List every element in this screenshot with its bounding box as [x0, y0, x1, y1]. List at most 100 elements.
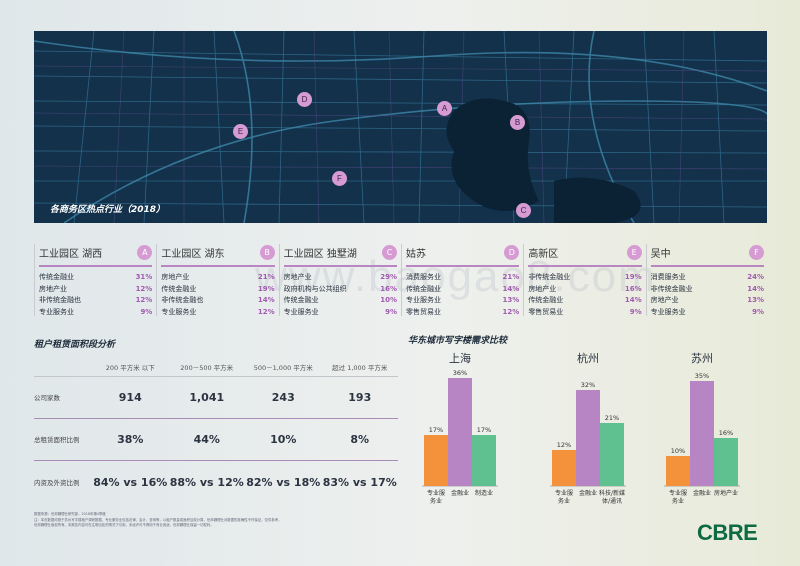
industry-label: 房地产业 — [650, 296, 679, 304]
zone-row: 专业服务业 12% — [161, 307, 274, 319]
pin-d[interactable]: D — [297, 92, 312, 107]
pin-a[interactable]: A — [437, 101, 452, 116]
zone-badge: B — [259, 245, 275, 260]
table-row: 总租赁面积比例 38% 44% 10% 8% — [34, 418, 398, 460]
category-label: 专业服务业 — [555, 489, 573, 505]
bar — [472, 435, 496, 486]
city-label: 上海 — [449, 351, 471, 365]
zone-badge: F — [748, 245, 764, 260]
zone-row: 专业服务业 9% — [39, 307, 152, 319]
industry-pct: 12% — [135, 296, 153, 304]
cbre-logo: CBRE — [697, 520, 758, 545]
industry-pct: 14% — [257, 296, 275, 304]
bar-value-label: 36% — [453, 369, 467, 377]
col-header: 200－500 平方米 — [180, 364, 234, 372]
industry-label: 零售贸易业 — [405, 307, 441, 316]
category-label: 房地产业 — [714, 489, 738, 497]
zone-row: 传统金融业 19% — [161, 284, 274, 296]
zone-industry-panels: (function(){ const data = JSON.parse(doc… — [34, 244, 768, 316]
zone-row: 专业服务业 9% — [651, 307, 764, 319]
zone-panel: 姑苏 D 消费服务业 21% 传统金融业 14% 专业服务业 13% 零售贸易业 12% — [400, 244, 523, 319]
bar-value-label: 21% — [605, 414, 619, 422]
zone-row: 传统金融业 14% — [528, 295, 641, 307]
bar-value-label: 17% — [477, 426, 491, 434]
zone-badge: E — [626, 245, 642, 260]
industry-pct: 16% — [624, 284, 642, 293]
zone-divider — [283, 265, 397, 267]
bar — [666, 456, 690, 486]
industry-label: 消费服务业 — [650, 273, 686, 281]
table-cell: 83% vs 17% — [322, 476, 397, 489]
map-caption: 各商务区热点行业（2018） — [50, 205, 166, 215]
industry-label: 零售贸易业 — [528, 307, 564, 316]
bar — [424, 435, 448, 486]
zone-row: 房地产业 29% — [284, 272, 397, 284]
industry-label: 消费服务业 — [405, 273, 441, 281]
row-label: 公司家数 — [34, 393, 60, 402]
category-label: 金融业 — [579, 489, 597, 497]
table-cell: 243 — [271, 391, 295, 404]
industry-pct: 29% — [380, 273, 397, 281]
industry-pct: 9% — [140, 307, 153, 316]
bar — [448, 378, 472, 486]
table-row: 公司家数 914 1,041 243 193 — [34, 376, 398, 418]
industry-label: 专业服务业 — [283, 307, 319, 316]
watermark: www.baogao8.com — [255, 252, 657, 301]
industry-label: 政府机构与公共组织 — [283, 284, 347, 293]
zone-row: 消费服务业 24% — [651, 272, 764, 284]
industry-pct: 24% — [747, 273, 764, 281]
col-header: 200 平方米 以下 — [105, 364, 155, 372]
industry-label: 传统金融业 — [283, 296, 319, 304]
zone-row: 房地产业 16% — [528, 284, 641, 296]
table-cell: 1,041 — [189, 391, 225, 404]
industry-pct: 16% — [380, 284, 397, 293]
bar — [714, 438, 738, 486]
road-network — [34, 31, 767, 223]
bar — [576, 390, 600, 486]
industry-pct: 19% — [624, 273, 642, 281]
col-header: 超过 1,000 平方米 — [332, 364, 388, 372]
city-label: 杭州 — [577, 351, 599, 365]
table-cell: 84% vs 16% — [93, 476, 168, 489]
zone-name: 工业园区 湖西 — [39, 249, 103, 260]
industry-pct: 9% — [385, 307, 397, 316]
zone-row: 传统金融业 14% — [406, 284, 519, 296]
table-cell: 88% vs 12% — [169, 476, 244, 489]
bar-value-label: 16% — [719, 429, 733, 437]
industry-pct: 21% — [502, 273, 520, 281]
table-row: 内资及外资比例 84% vs 16% 88% vs 12% 82% vs 18%… — [34, 460, 398, 504]
zone-panel: 工业园区 湖西 A 传统金融业 31% 房地产业 12% 非传统金融也 12% 专业服务业 9% — [34, 244, 156, 316]
zone-row: 专业服务业 13% — [406, 295, 519, 307]
industry-label: 非传统金融也 — [39, 296, 81, 304]
bar-value-label: 10% — [671, 447, 685, 455]
zone-divider — [528, 265, 642, 267]
zone-row: 零售贸易业 9% — [528, 307, 641, 319]
category-label: 制造业 — [475, 489, 493, 497]
zone-row: 非传统金融也 14% — [161, 295, 274, 307]
industry-label: 传统金融业 — [161, 284, 197, 293]
pin-c[interactable]: C — [516, 203, 531, 218]
zone-row: 传统金融业 10% — [284, 295, 397, 307]
table-cell: 914 — [118, 391, 142, 404]
zone-badge: A — [137, 245, 153, 260]
demand-chart: 上海 17% 专业服务业 36% 金融业 17% 制造业 杭州 12% 专业服务业 32% 金融业 21… — [422, 351, 740, 505]
pin-b[interactable]: B — [510, 115, 525, 130]
industry-pct: 12% — [135, 284, 153, 293]
zone-badge: D — [504, 245, 520, 260]
zone-row: 非传统金融也 12% — [39, 295, 152, 307]
industry-label: 房地产业 — [161, 273, 190, 281]
zone-row: 传统金融业 31% — [39, 272, 152, 284]
footnote: 注：本页数据均基于苏州写字楼租户调研数据，专业服务业包括法律、会计、咨询等，以租… — [34, 517, 282, 522]
industry-pct: 31% — [135, 273, 153, 281]
zone-row: 专业服务业 9% — [284, 307, 397, 319]
industry-label: 专业服务业 — [161, 307, 197, 316]
zone-row: 零售贸易业 12% — [406, 307, 519, 319]
pin-e[interactable]: E — [233, 124, 248, 139]
pin-f[interactable]: F — [332, 171, 347, 186]
table-cell: 193 — [348, 391, 372, 404]
industry-label: 传统金融业 — [39, 273, 74, 281]
zone-row: 房地产业 12% — [39, 284, 152, 296]
district-map: A B C D E F 各商务区热点行业（2018） — [34, 31, 767, 223]
demand-title: 华东城市写字楼需求比较 — [408, 336, 508, 346]
rent-table: 200 平方米 以下 200－500 平方米 500－1,000 平方米 超过 … — [34, 358, 398, 504]
